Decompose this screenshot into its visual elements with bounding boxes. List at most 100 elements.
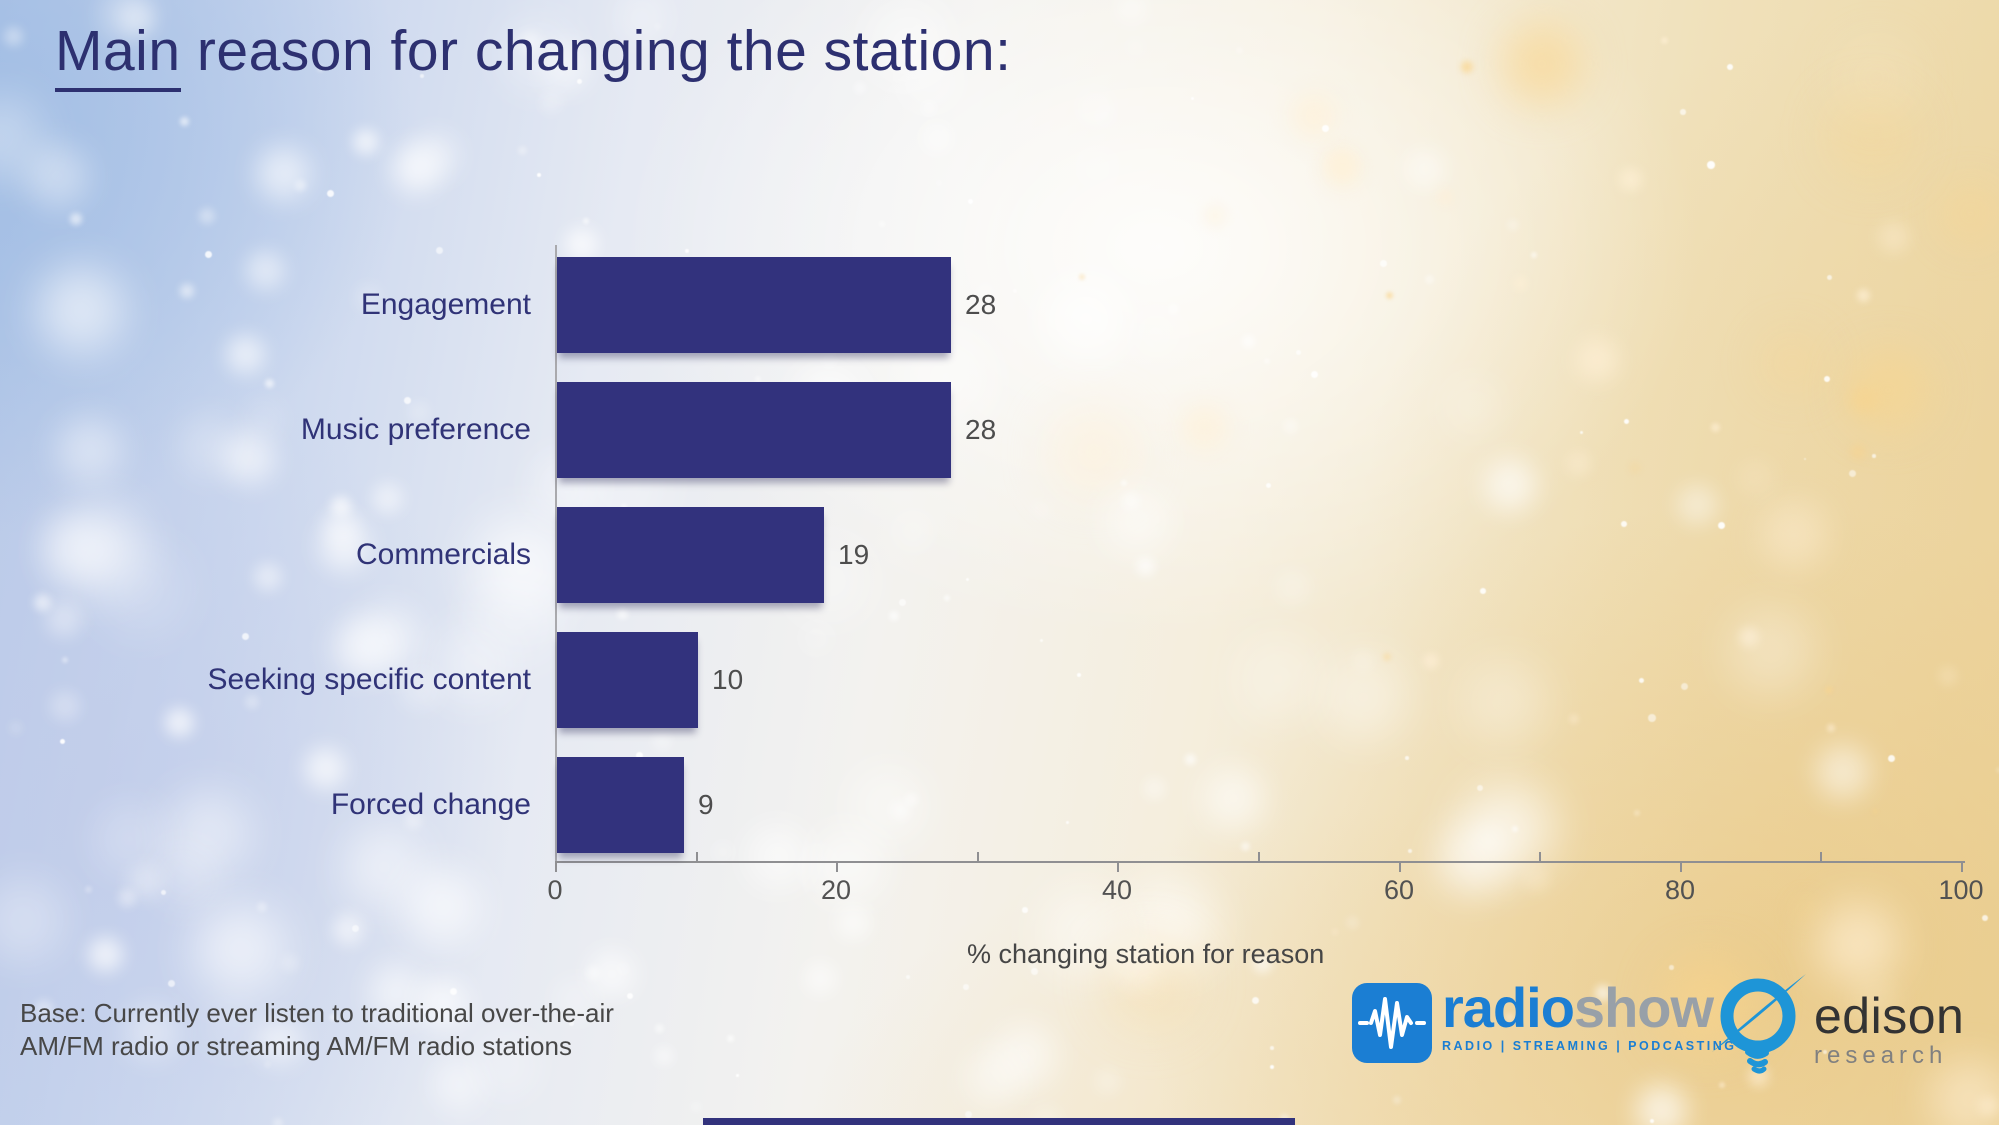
bokeh-circle bbox=[1737, 459, 1775, 497]
sparkle-dot bbox=[352, 925, 360, 933]
bokeh-circle bbox=[1847, 349, 1929, 431]
sparkle-dot bbox=[1823, 1050, 1828, 1055]
sparkle-dot bbox=[1580, 431, 1584, 435]
bokeh-circle bbox=[1569, 714, 1579, 724]
bokeh-circle bbox=[1878, 222, 1909, 253]
category-label: Engagement bbox=[360, 288, 531, 321]
bokeh-circle bbox=[1103, 487, 1171, 555]
bokeh-circle bbox=[654, 23, 661, 30]
radioshow-tagline: RADIO | STREAMING | PODCASTING bbox=[1442, 1039, 1737, 1053]
bokeh-circle bbox=[369, 965, 424, 1020]
radioshow-waveform-icon bbox=[1352, 983, 1432, 1063]
bokeh-circle bbox=[849, 559, 856, 566]
bokeh-circle bbox=[1291, 93, 1337, 139]
sparkle-dot bbox=[1827, 275, 1833, 281]
bokeh-circle bbox=[1423, 653, 1439, 669]
bokeh-circle bbox=[519, 31, 541, 53]
bokeh-circle bbox=[813, 828, 886, 901]
bokeh-circle bbox=[433, 1059, 484, 1110]
bokeh-circle bbox=[128, 864, 163, 899]
bokeh-circle bbox=[879, 221, 885, 227]
bokeh-circle bbox=[1661, 37, 1668, 44]
bokeh-circle bbox=[1937, 180, 1999, 247]
bokeh-circle bbox=[1331, 928, 1339, 936]
bottom-banner-strip bbox=[703, 1118, 1295, 1125]
bokeh-circle bbox=[38, 267, 124, 353]
bokeh-circle bbox=[224, 433, 275, 484]
bokeh-circle bbox=[821, 352, 837, 368]
bokeh-circle bbox=[26, 145, 88, 207]
bokeh-circle bbox=[199, 208, 215, 224]
bokeh-circle bbox=[1857, 289, 1870, 302]
bokeh-circle bbox=[434, 624, 513, 703]
bokeh-circle bbox=[1242, 335, 1255, 348]
bokeh-circle bbox=[755, 376, 761, 382]
sparkle-dot bbox=[1804, 458, 1807, 461]
sparkle-dot bbox=[1888, 755, 1896, 763]
bokeh-circle bbox=[305, 748, 346, 789]
bokeh-circle bbox=[418, 978, 467, 1027]
bokeh-circle bbox=[1324, 151, 1361, 188]
sparkle-dot bbox=[1621, 521, 1627, 527]
value-label: 28 bbox=[965, 289, 997, 320]
bokeh-circle bbox=[1241, 842, 1250, 851]
bokeh-circle bbox=[317, 65, 324, 72]
sparkle-dot bbox=[1477, 785, 1484, 792]
bokeh-circle bbox=[1461, 782, 1554, 875]
bokeh-circle bbox=[1124, 36, 1147, 59]
bokeh-circle bbox=[1123, 301, 1189, 367]
x-axis-tick-label: 0 bbox=[547, 875, 563, 905]
bokeh-circle bbox=[474, 1033, 540, 1099]
sparkle-dot bbox=[242, 633, 249, 640]
bokeh-circle bbox=[1203, 204, 1227, 228]
bokeh-circle bbox=[1505, 1013, 1514, 1022]
bokeh-circle bbox=[1253, 954, 1272, 973]
bokeh-circle bbox=[70, 213, 82, 225]
sparkle-dot bbox=[1650, 1119, 1654, 1123]
bokeh-circle bbox=[1619, 168, 1642, 191]
edison-wordmark: edison bbox=[1814, 988, 1965, 1044]
bokeh-circle bbox=[1283, 419, 1298, 434]
bokeh-circle bbox=[1850, 444, 1866, 460]
bokeh-circle bbox=[1181, 404, 1228, 451]
sparkle-dot bbox=[1031, 968, 1038, 975]
radioshow-wordmark: radioshow bbox=[1442, 980, 1737, 1036]
x-axis-minor-tick bbox=[696, 852, 698, 861]
bokeh-circle bbox=[1978, 1096, 1998, 1116]
sparkle-dot bbox=[1322, 125, 1329, 132]
bokeh-circle bbox=[891, 801, 910, 820]
sparkle-dot bbox=[1872, 454, 1876, 458]
bokeh-circle bbox=[747, 826, 809, 888]
bokeh-circle bbox=[1029, 962, 1037, 970]
bokeh-circle bbox=[125, 1005, 179, 1059]
bokeh-circle bbox=[400, 668, 441, 709]
bokeh-circle bbox=[905, 793, 918, 806]
sparkle-dot bbox=[1648, 714, 1656, 722]
value-label: 28 bbox=[965, 414, 997, 445]
bokeh-circle bbox=[518, 146, 527, 155]
bar bbox=[557, 757, 684, 853]
x-axis-tick-label: 100 bbox=[1938, 875, 1984, 905]
category-label: Forced change bbox=[330, 788, 531, 821]
x-axis-line bbox=[555, 861, 1965, 863]
sparkle-dot bbox=[966, 578, 970, 582]
bokeh-circle bbox=[153, 844, 218, 909]
bokeh-circle bbox=[1440, 374, 1504, 438]
bokeh-circle bbox=[1761, 502, 1827, 568]
sparkle-dot bbox=[404, 397, 411, 404]
x-axis-minor-tick bbox=[1820, 852, 1822, 861]
base-note-line1: Base: Currently ever listen to tradition… bbox=[20, 998, 614, 1028]
edison-bulb-icon bbox=[1712, 974, 1806, 1074]
bokeh-circle bbox=[589, 951, 635, 997]
bokeh-circle bbox=[616, 0, 668, 44]
edison-research-logo: edison research bbox=[1708, 966, 1964, 1074]
sparkle-dot bbox=[1380, 260, 1387, 267]
bokeh-circle bbox=[62, 657, 68, 663]
bokeh-circle bbox=[1352, 649, 1375, 672]
bokeh-circle bbox=[333, 620, 390, 677]
base-note: Base: Currently ever listen to tradition… bbox=[20, 997, 614, 1063]
bar bbox=[557, 257, 951, 353]
bokeh-circle bbox=[257, 902, 267, 912]
sparkle-dot bbox=[205, 251, 213, 259]
